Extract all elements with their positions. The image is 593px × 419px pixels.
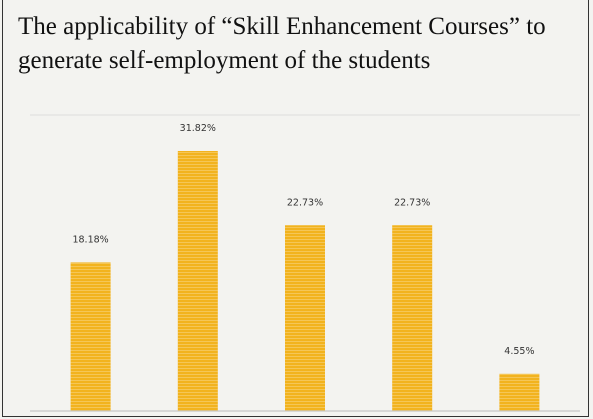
bar-texture <box>285 225 325 411</box>
bar-texture <box>177 150 218 411</box>
data-label: 22.73% <box>394 197 430 208</box>
data-label: 22.73% <box>287 197 323 208</box>
chart-title: The applicability of “Skill Enhancement … <box>18 13 546 74</box>
bar-texture <box>70 262 111 411</box>
data-label: 31.82% <box>180 123 216 134</box>
bar-texture <box>392 225 433 411</box>
bar-texture <box>499 373 540 411</box>
data-label: 4.55% <box>504 346 534 357</box>
data-label: 18.18% <box>72 234 108 245</box>
